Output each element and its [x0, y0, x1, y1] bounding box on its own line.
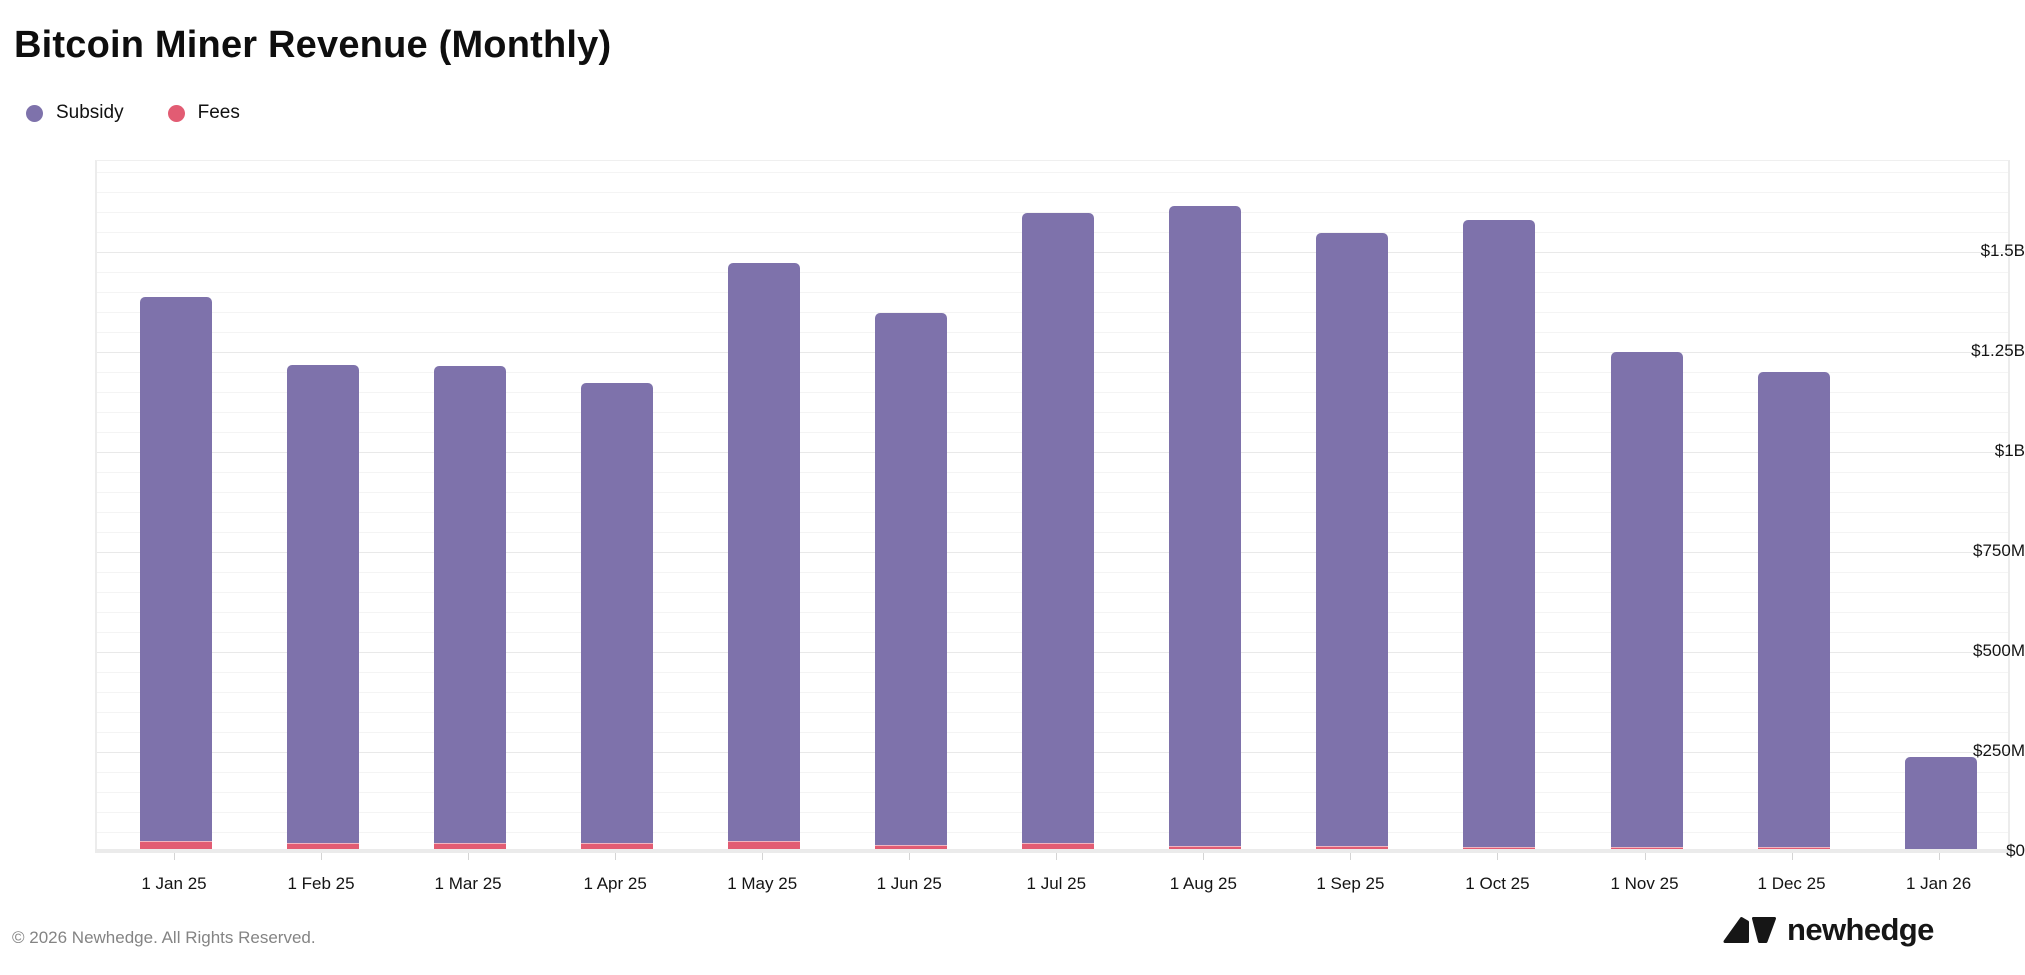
bar-1-mar-25[interactable] — [434, 366, 507, 851]
x-axis-tick — [1644, 853, 1646, 860]
minor-gridline — [97, 172, 2008, 173]
legend-item-subsidy[interactable]: Subsidy — [26, 102, 124, 124]
minor-gridline — [97, 192, 2008, 193]
bar-fees-segment[interactable] — [1463, 846, 1536, 851]
legend-label-subsidy: Subsidy — [56, 102, 124, 123]
x-axis-tick-label: 1 Oct 25 — [1465, 874, 1530, 893]
x-axis-tick — [909, 853, 911, 860]
legend-label-fees: Fees — [197, 102, 240, 123]
x-axis-tick — [762, 853, 764, 860]
x-axis-tick-label: 1 Jul 25 — [1026, 874, 1087, 893]
x-axis-tick-label: 1 Jan 26 — [1905, 874, 1972, 893]
x-axis-tick — [1056, 853, 1058, 860]
bar-fees-segment[interactable] — [1316, 845, 1389, 851]
newhedge-logo[interactable]: newhedge — [1722, 912, 1934, 948]
legend-item-fees[interactable]: Fees — [167, 102, 240, 124]
x-axis-tick — [1938, 853, 1940, 860]
x-axis-tick-label: 1 Apr 25 — [583, 874, 647, 893]
bar-1-jan-25[interactable] — [140, 297, 212, 851]
x-axis-line — [95, 849, 2010, 853]
bar-1-oct-25[interactable] — [1463, 219, 1536, 851]
y-axis-tick-label: $0 — [2006, 841, 2025, 860]
bar-1-nov-25[interactable] — [1610, 351, 1683, 851]
fees-color-dot-icon — [167, 104, 185, 122]
bar-1-jul-25[interactable] — [1022, 213, 1095, 851]
bar-fees-segment[interactable] — [1169, 845, 1242, 851]
x-axis-tick — [1350, 853, 1352, 860]
x-axis-tick-label: 1 Aug 25 — [1169, 874, 1237, 893]
x-axis-tick-label: 1 Feb 25 — [287, 874, 355, 893]
x-axis-tick — [321, 853, 323, 860]
x-axis-tick — [615, 853, 617, 860]
bar-1-sep-25[interactable] — [1316, 233, 1389, 851]
x-axis-tick-label: 1 Mar 25 — [434, 874, 502, 893]
bar-1-may-25[interactable] — [728, 263, 801, 851]
bar-1-apr-25[interactable] — [581, 383, 654, 851]
minor-gridline — [97, 212, 2008, 213]
y-axis-tick-label: $250M — [1973, 741, 2025, 760]
copyright-text: © 2026 Newhedge. All Rights Reserved. — [12, 928, 316, 947]
subsidy-color-dot-icon — [26, 104, 43, 122]
bar-1-feb-25[interactable] — [287, 365, 360, 851]
bar-fees-segment[interactable] — [1022, 843, 1095, 851]
bar-fees-segment[interactable] — [581, 843, 654, 851]
x-axis-tick — [1791, 853, 1793, 860]
newhedge-logo-text: newhedge — [1787, 912, 1934, 947]
bar-fees-segment[interactable] — [434, 843, 507, 851]
x-axis-tick-label: 1 Sep 25 — [1316, 874, 1385, 893]
y-axis-tick-label: $1.25B — [1971, 341, 2025, 360]
plot-area — [95, 160, 2010, 851]
y-axis-tick-label: $1B — [1994, 441, 2025, 460]
x-axis-tick-label: 1 Dec 25 — [1757, 874, 1826, 893]
bar-fees-segment[interactable] — [140, 840, 212, 851]
bar-fees-segment[interactable] — [728, 841, 801, 851]
x-axis-tick-label: 1 Jan 25 — [141, 874, 207, 893]
x-axis-tick-label: 1 Jun 25 — [876, 874, 942, 893]
y-axis-tick-label: $750M — [1973, 541, 2025, 560]
x-axis-tick — [1203, 853, 1205, 860]
x-axis-tick — [468, 853, 470, 860]
bar-fees-segment[interactable] — [875, 844, 948, 851]
chart-legend: Subsidy Fees — [26, 102, 240, 124]
x-axis-tick-label: 1 May 25 — [727, 874, 798, 893]
x-axis-tick — [174, 853, 175, 860]
x-axis-tick — [1497, 853, 1499, 860]
bar-1-jan-26[interactable] — [1904, 757, 1977, 851]
bar-1-aug-25[interactable] — [1169, 205, 1242, 851]
x-axis-tick-label: 1 Nov 25 — [1610, 874, 1679, 893]
y-axis-tick-label: $1.5B — [1980, 241, 2025, 260]
bar-fees-segment[interactable] — [287, 843, 360, 851]
bar-1-dec-25[interactable] — [1757, 371, 1830, 851]
bar-1-jun-25[interactable] — [875, 313, 948, 851]
newhedge-logo-icon — [1723, 917, 1776, 943]
page-title: Bitcoin Miner Revenue (Monthly) — [14, 24, 612, 66]
y-axis-tick-label: $500M — [1973, 641, 2025, 660]
